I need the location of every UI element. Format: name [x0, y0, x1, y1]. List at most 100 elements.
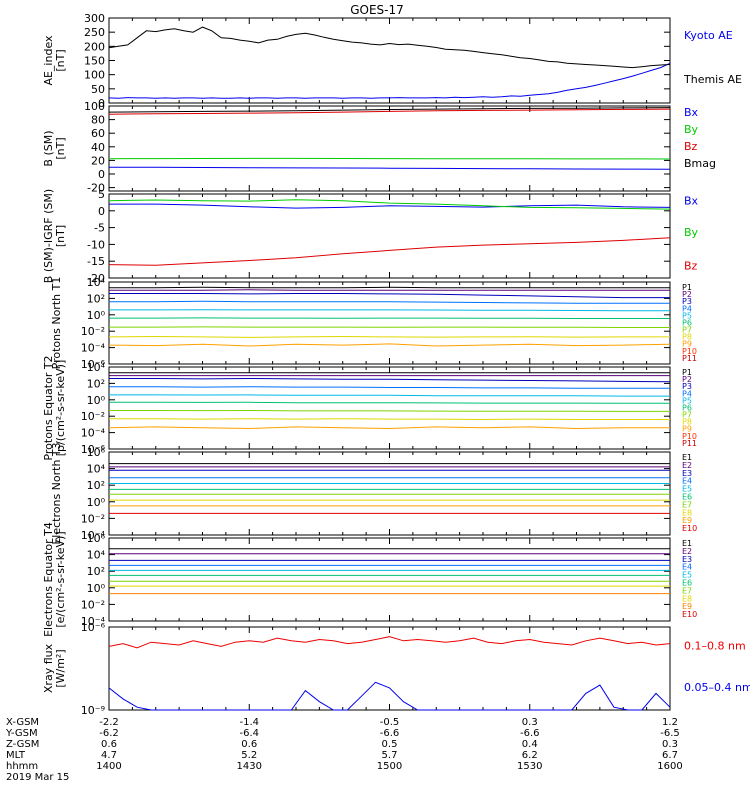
panel-ee-frame [108, 537, 671, 622]
panel-pe-ytick-label: 10² [87, 377, 105, 390]
panel-en-legend-e9: E9 [682, 516, 692, 525]
panel-bigrf-ytick-label: -10 [87, 238, 105, 251]
xaxis-row-label-4: hhmm [6, 761, 38, 772]
panel-pe-legend-p2: P2 [682, 375, 692, 384]
panel-ae-frame [108, 17, 671, 104]
panel-bsm-ylabel-unit: [nT] [54, 137, 67, 159]
xaxis-tick-value: 1530 [517, 761, 542, 772]
panel-pn-legend-p10: P10 [682, 347, 697, 356]
xaxis-tick-value: -6.4 [239, 728, 259, 739]
panel-bsm-line-bz [108, 108, 671, 115]
xaxis-row-label-3: MLT [6, 750, 26, 761]
panel-ae-ytick-label: 300 [84, 12, 105, 25]
panel-bigrf-ylabel: B (SM)-IGRF (SM) [42, 189, 55, 283]
panel-pn-ylabel: Protons North T1 [50, 277, 63, 370]
panel-bsm-ytick-label: 80 [91, 114, 105, 127]
xaxis-tick-value: 0.4 [522, 739, 538, 750]
xaxis-tick-value: -0.5 [380, 717, 400, 728]
xaxis-tick-value: 1500 [377, 761, 402, 772]
panel-bigrf-ytick-label: -15 [87, 255, 105, 268]
panel-ee-legend-e3: E3 [682, 555, 692, 564]
panel-pn-legend-p9: P9 [682, 340, 692, 349]
panel-bigrf-legend-by: By [684, 226, 699, 239]
panel-pe-line-p5 [109, 394, 670, 397]
panel-xray-ytick-label: 10⁻⁶ [81, 621, 106, 634]
xaxis-tick-value: 0.5 [382, 739, 398, 750]
panel-ae-legend-kyoto-ae: Kyoto AE [684, 29, 733, 42]
panel-bsm-legend-by: By [684, 123, 699, 136]
panel-pn-line-p3 [109, 293, 670, 299]
panel-pn-ytick-label: 10² [87, 292, 105, 305]
panel-ee-legend-e6: E6 [682, 579, 692, 588]
xaxis-tick-value: 4.7 [101, 750, 117, 761]
panel-bsm-ytick-label: 100 [84, 100, 105, 113]
panel-ee-ytick-label: 10⁻² [81, 598, 105, 611]
xaxis-row-label-0: X-GSM [6, 717, 39, 728]
panel-en-legend-e6: E6 [682, 493, 692, 502]
xaxis-tick-value: 5.2 [241, 750, 257, 761]
panel-pe-legend-p4: P4 [682, 389, 692, 398]
panel-ae-ylabel: AE_index [42, 35, 55, 86]
xaxis-tick-value: 1400 [96, 761, 121, 772]
panel-bsm-ylabel: B (SM) [42, 130, 55, 166]
panel-en-ytick-label: 10⁻² [81, 512, 105, 525]
panel-bsm-legend-bz: Bz [684, 140, 698, 153]
xaxis-row-label-1: Y-GSM [5, 728, 38, 739]
panel-pe-ytick-label: 10⁰ [87, 394, 106, 407]
panel-pe-legend-p1: P1 [682, 368, 692, 377]
xaxis-tick-value: 0.6 [101, 739, 117, 750]
panel-pe-line-p7 [109, 409, 670, 412]
panel-en-ylabel: Electrons North T3 [50, 442, 63, 544]
xaxis-tick-value: 0.6 [241, 739, 257, 750]
panel-pe-ytick-label: 10⁻⁶ [81, 443, 106, 456]
panel-ee-ytick-label: 10⁻⁴ [81, 615, 106, 628]
xaxis-tick-value: 0.3 [522, 717, 538, 728]
panel-en-legend-e5: E5 [682, 485, 692, 494]
panel-ae-ytick-label: 200 [84, 40, 105, 53]
panel-pn-legend-p6: P6 [682, 318, 692, 327]
panel-en-legend-e1: E1 [682, 453, 692, 462]
panel-xray-ylabel: Xray flux [42, 643, 55, 693]
panel-ae-ytick-label: 50 [91, 83, 105, 96]
panel-ee-ytick-label: 10⁴ [87, 549, 106, 562]
panel-xray-frame [108, 626, 671, 711]
panel-ae-legend-themis-ae: Themis AE [683, 73, 742, 86]
panel-pn-line-p7 [109, 326, 670, 328]
panel-bsm-line-bmag [108, 107, 671, 113]
panel-ae-ytick-label: 150 [84, 55, 105, 68]
panel-ee-ylabel: Electrons Equator T4 [42, 522, 55, 637]
panel-pn-legend-p2: P2 [682, 290, 692, 299]
panel-pn-legend-p4: P4 [682, 304, 692, 313]
panel-pn-line-p4 [109, 300, 670, 304]
panel-en-ytick-label: 10⁻⁴ [81, 529, 106, 542]
xaxis-tick-value: -6.6 [520, 728, 540, 739]
panel-en-legend-e4: E4 [682, 477, 692, 486]
panel-en-legend-e8: E8 [682, 508, 692, 517]
panel-pn-legend-p8: P8 [682, 333, 692, 342]
panel-bigrf-frame [108, 193, 671, 279]
xaxis-tick-value: 0.3 [662, 739, 678, 750]
panel-pe-line-p3 [109, 377, 671, 383]
xaxis-tick-value: -1.4 [239, 717, 259, 728]
panel-ae-ytick-label: 100 [84, 69, 105, 82]
panel-pn-ytick-label: 10⁻⁶ [81, 358, 106, 371]
xaxis-tick-value: 6.2 [522, 750, 538, 761]
panel-bigrf-ytick-label: 0 [98, 205, 105, 218]
panel-pn-line-p5 [109, 309, 670, 312]
xaxis-tick-value: 1430 [237, 761, 262, 772]
panel-pn-ytick-label: 10⁰ [87, 309, 106, 322]
panel-pe-ytick-label: 10⁻² [81, 410, 105, 423]
xaxis-tick-value: -6.6 [380, 728, 400, 739]
panel-ee-legend-e10: E10 [682, 610, 697, 619]
panel-bigrf-line-bx [109, 203, 671, 209]
panel-bsm-line-by [108, 157, 671, 160]
panel-bigrf-line-bz [108, 237, 671, 266]
panel-bigrf-ytick-label: 5 [98, 188, 105, 201]
panel-pn-ytick-label: 10⁻⁴ [81, 342, 106, 355]
panel-pe-legend-p11: P11 [682, 439, 697, 448]
panel-pe-ylabel: Protons Equator T2 [42, 355, 55, 460]
panel-en-ytick-label: 10⁰ [87, 496, 106, 509]
panel-en-legend-e10: E10 [682, 524, 697, 533]
panel-pe-ylabel-unit: [p/(cm²-s-sr-keV)] [54, 360, 67, 457]
